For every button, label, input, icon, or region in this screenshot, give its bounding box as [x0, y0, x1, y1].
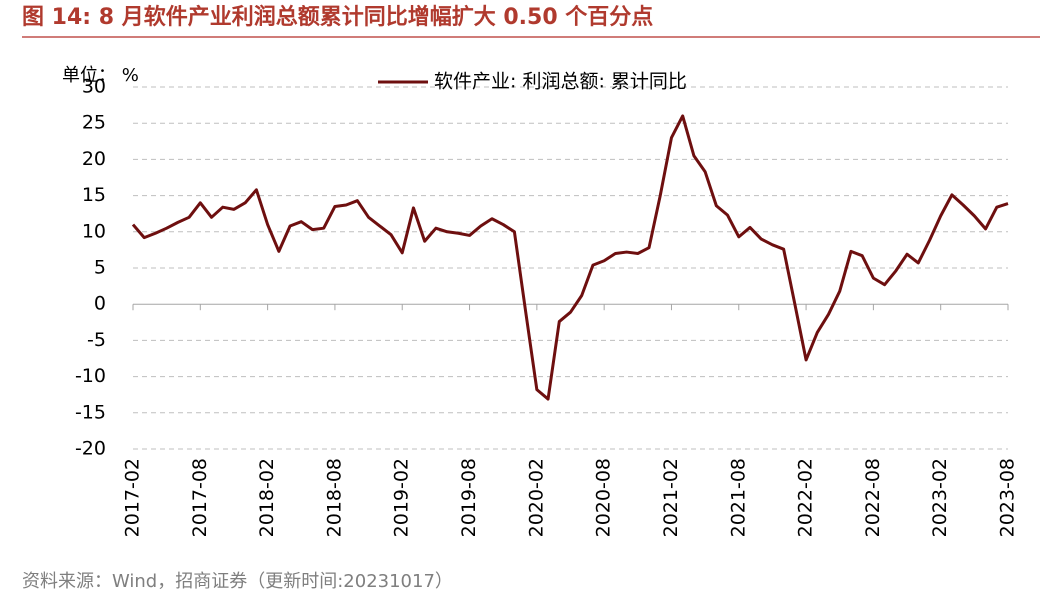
x-tick-label: 2017-08 [189, 458, 211, 537]
x-tick-label: 2019-02 [391, 458, 413, 537]
unit-label: 单位： % [62, 65, 139, 86]
y-tick-label: 25 [82, 112, 106, 134]
y-tick-label: -5 [87, 329, 106, 351]
y-tick-label: 10 [82, 220, 106, 242]
x-tick-label: 2021-08 [727, 458, 749, 537]
legend-label: 软件产业: 利润总额: 累计同比 [434, 71, 687, 93]
x-tick-label: 2022-02 [795, 458, 817, 537]
chart-title: 图 14: 8 月软件产业利润总额累计同比增幅扩大 0.50 个百分点 [22, 4, 653, 30]
x-tick-label: 2018-08 [323, 458, 345, 537]
y-tick-label: 0 [94, 293, 106, 315]
y-tick-label: 15 [82, 184, 106, 206]
x-tick-label: 2023-02 [929, 458, 951, 537]
y-tick-label: -15 [75, 401, 106, 423]
x-tick-label: 2017-02 [122, 458, 144, 537]
y-tick-label: 20 [82, 148, 106, 170]
x-tick-label: 2020-08 [593, 458, 615, 537]
source: 资料来源：Wind，招商证券（更新时间:20231017） [22, 571, 453, 592]
x-tick-label: 2020-02 [525, 458, 547, 537]
y-tick-label: -20 [75, 438, 106, 460]
y-tick-label: -10 [75, 365, 106, 387]
x-tick-label: 2022-08 [862, 458, 884, 537]
x-tick-label: 2023-08 [997, 458, 1019, 537]
x-tick-label: 2021-02 [660, 458, 682, 537]
x-tick-label: 2018-02 [256, 458, 278, 537]
x-tick-label: 2019-08 [458, 458, 480, 537]
y-tick-label: 30 [82, 76, 106, 98]
y-tick-label: 5 [94, 257, 106, 279]
series-line [131, 114, 1009, 401]
